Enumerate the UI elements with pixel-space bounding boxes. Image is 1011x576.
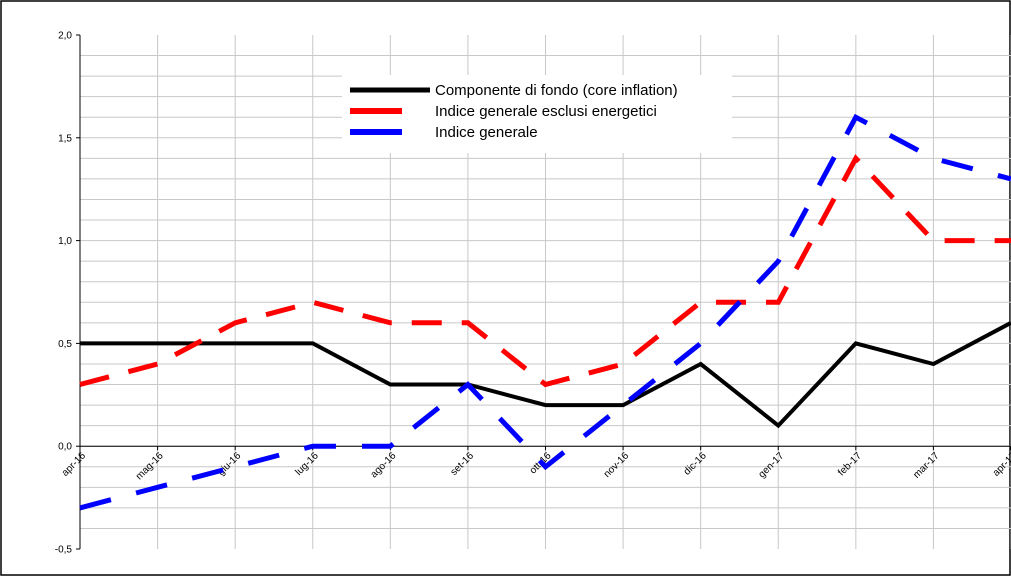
y-tick-label: -0,5 <box>55 545 73 556</box>
series-line-3 <box>79 113 1011 511</box>
series-line-2 <box>79 154 1011 388</box>
y-tick-label: 2,0 <box>58 31 72 42</box>
series-line-1 <box>80 321 1011 429</box>
legend-label: Componente di fondo (core inflation) <box>435 82 678 99</box>
legend-label: Indice generale esclusi energetici <box>435 103 657 120</box>
legend: Componente di fondo (core inflation) Indi… <box>342 75 732 153</box>
legend-label: Indice generale <box>435 124 538 141</box>
y-tick-label: 1,0 <box>58 236 72 247</box>
y-tick-label: 0,5 <box>58 339 72 350</box>
series-lines <box>79 113 1011 511</box>
y-tick-label: 0,0 <box>58 442 72 453</box>
y-tick-label: 1,5 <box>58 133 72 144</box>
